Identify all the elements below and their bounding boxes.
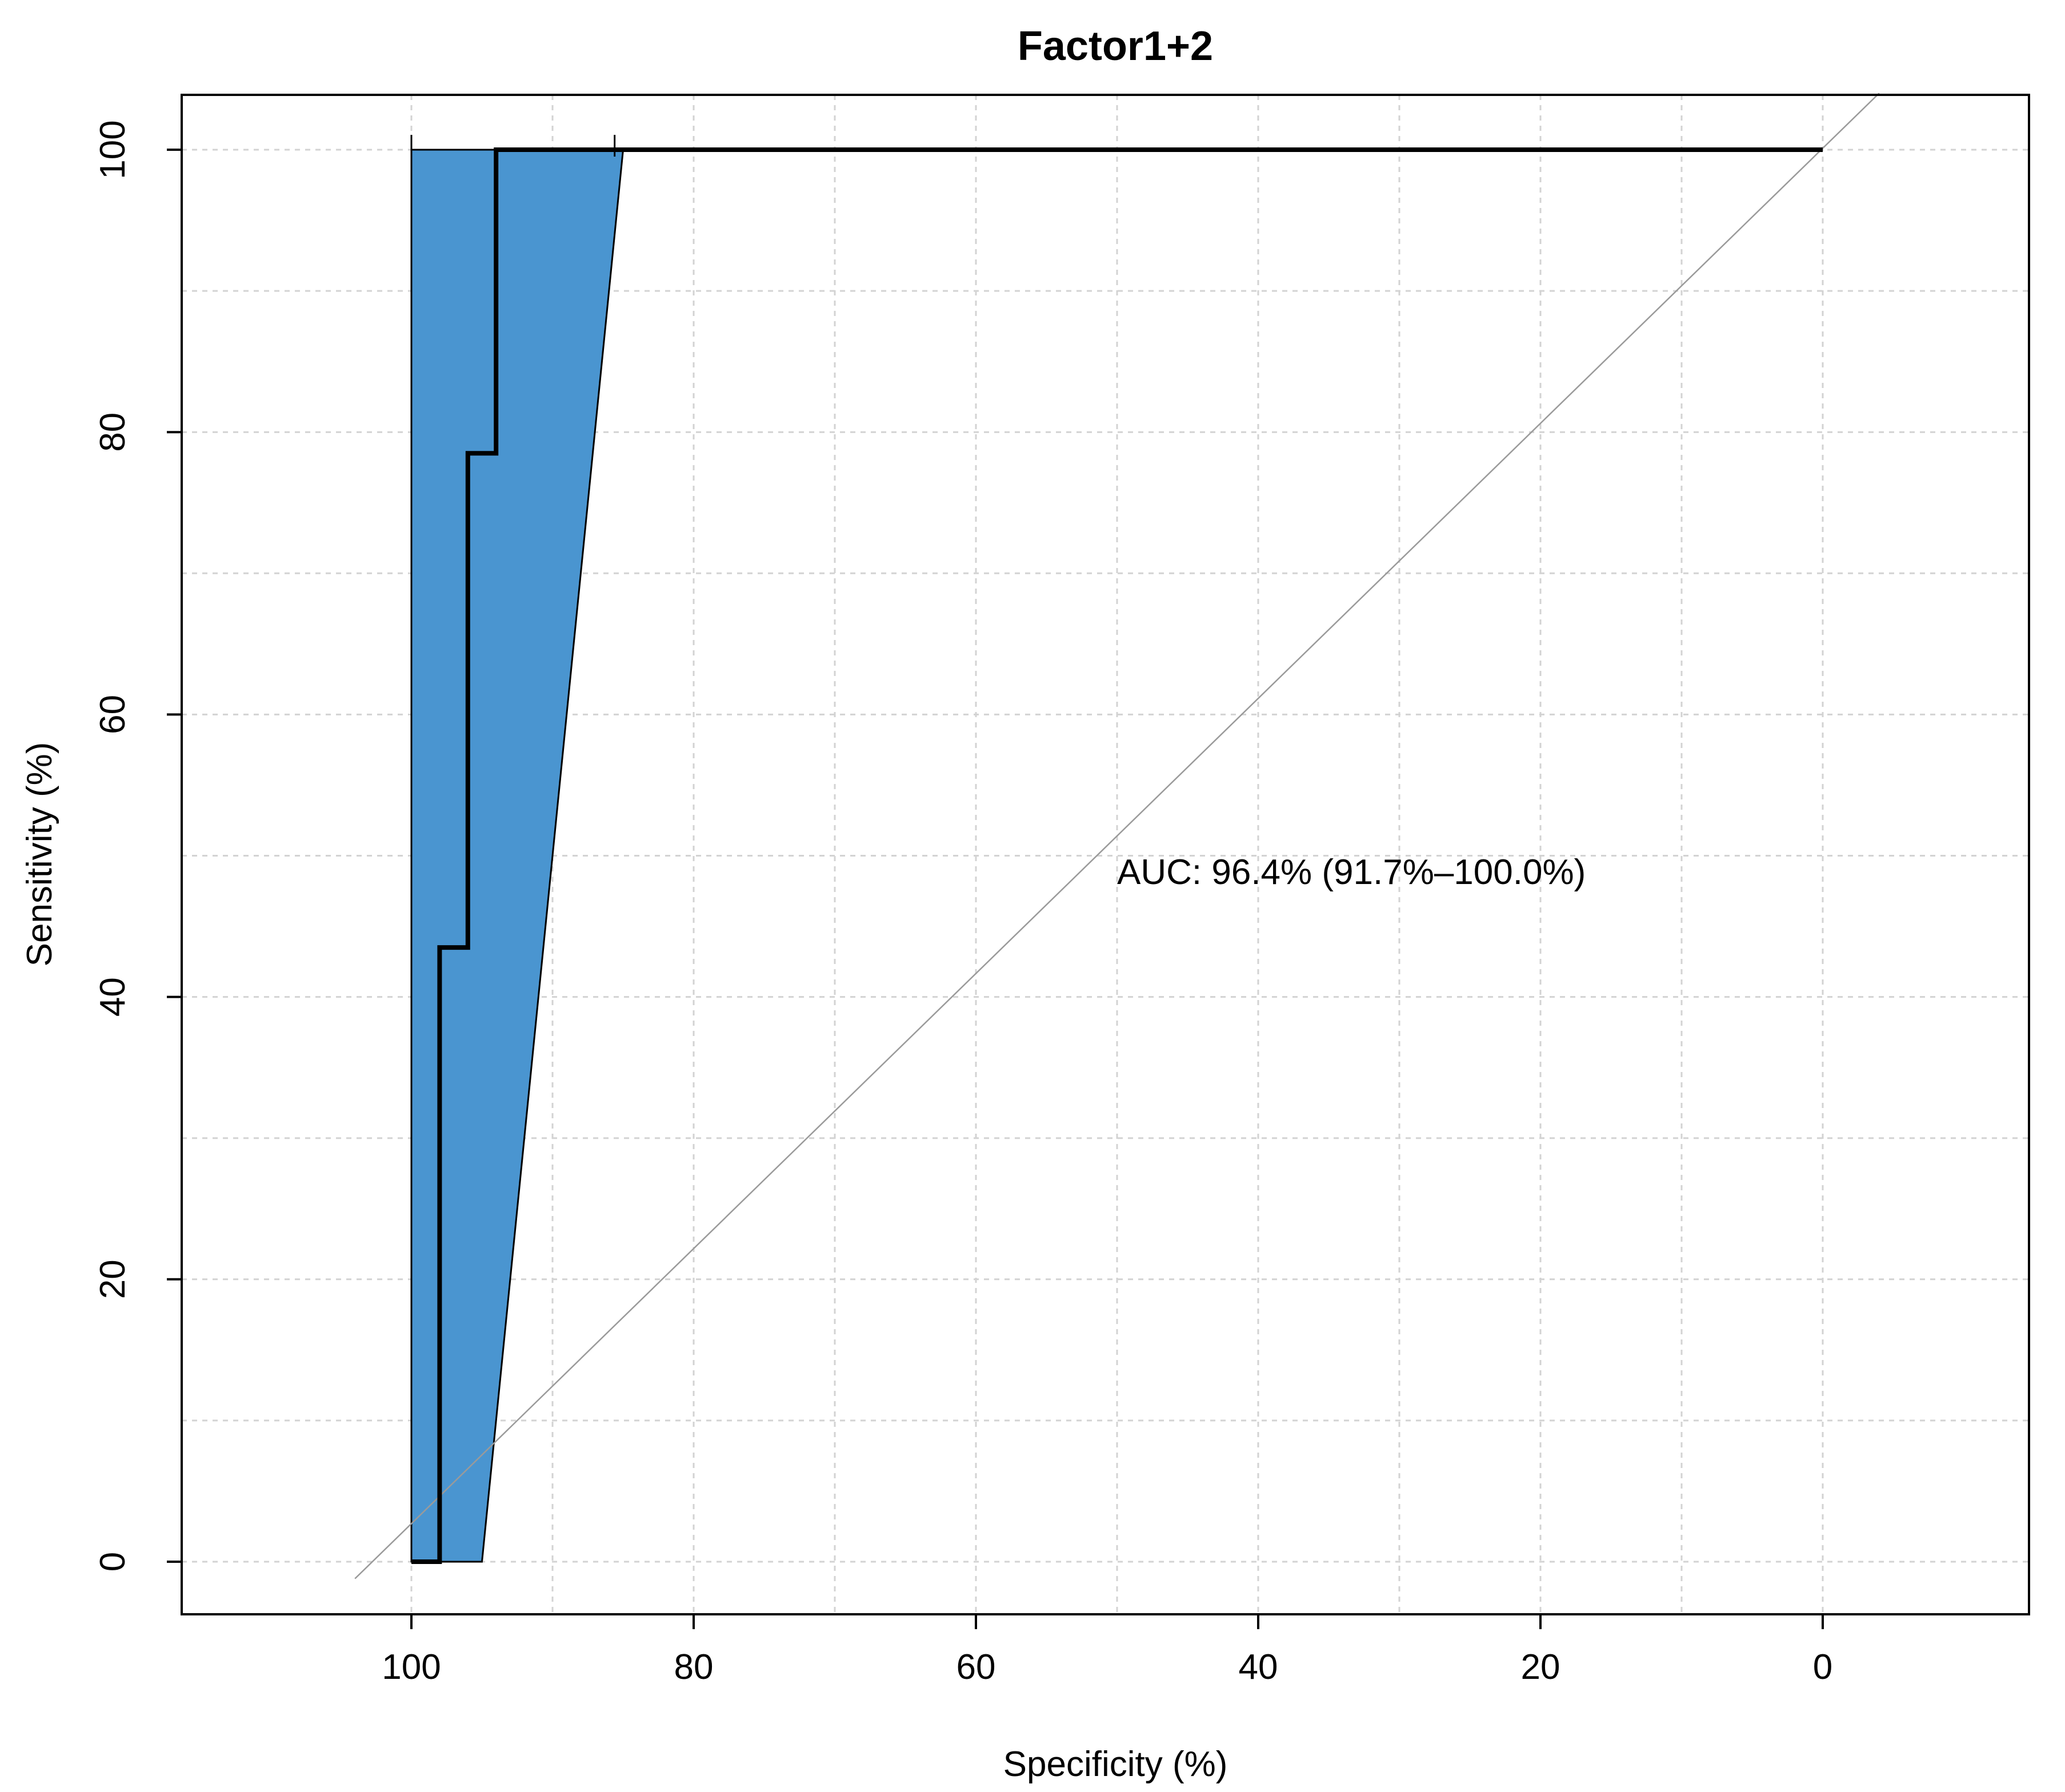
y-tick-label-40: 40 xyxy=(93,977,133,1017)
roc-curve-layer xyxy=(410,135,1823,1564)
confidence-band-layer xyxy=(410,149,625,1563)
reference-diagonal-layer xyxy=(354,93,1880,1579)
y-axis-label: Sensitivity (%) xyxy=(20,742,59,967)
auc-annotation: AUC: 96.4% (91.7%–100.0%) xyxy=(1117,853,1586,892)
x-tick-label-0: 0 xyxy=(1813,1647,1832,1687)
x-axis-ticks: 100 80 60 40 20 0 xyxy=(382,1614,1832,1687)
y-tick-label-20: 20 xyxy=(93,1259,133,1299)
y-tick-label-0: 0 xyxy=(93,1552,133,1571)
reference-diagonal xyxy=(354,93,1880,1579)
roc-curve xyxy=(411,147,1823,1564)
plot-frame xyxy=(181,94,2030,1615)
y-axis-ticks: 0 20 40 60 80 100 xyxy=(93,120,182,1571)
x-tick-label-100: 100 xyxy=(382,1647,441,1687)
chart-title: Factor1+2 xyxy=(1018,23,1213,69)
x-axis-label: Specificity (%) xyxy=(1003,1745,1228,1784)
confidence-band xyxy=(410,149,625,1563)
x-tick-label-60: 60 xyxy=(957,1647,996,1687)
y-tick-label-100: 100 xyxy=(93,120,133,179)
x-tick-label-20: 20 xyxy=(1521,1647,1560,1687)
y-tick-label-60: 60 xyxy=(93,695,133,734)
y-tick-label-80: 80 xyxy=(93,413,133,452)
x-tick-label-40: 40 xyxy=(1239,1647,1278,1687)
x-tick-label-80: 80 xyxy=(674,1647,714,1687)
